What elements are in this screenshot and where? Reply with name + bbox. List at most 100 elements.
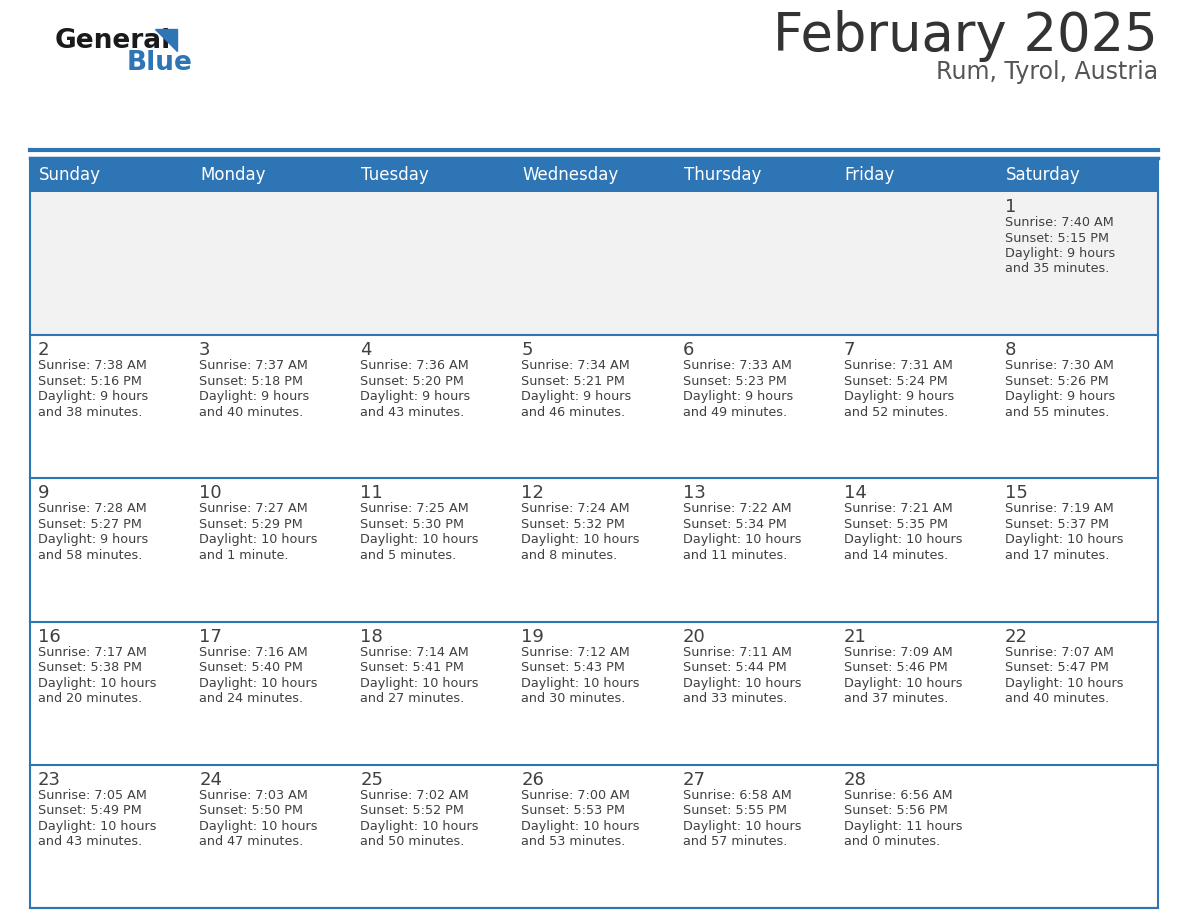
Text: Blue: Blue bbox=[127, 50, 192, 76]
Text: and 8 minutes.: and 8 minutes. bbox=[522, 549, 618, 562]
Text: Daylight: 10 hours: Daylight: 10 hours bbox=[200, 533, 317, 546]
Text: and 24 minutes.: and 24 minutes. bbox=[200, 692, 303, 705]
Text: and 17 minutes.: and 17 minutes. bbox=[1005, 549, 1110, 562]
Text: Sunset: 5:46 PM: Sunset: 5:46 PM bbox=[843, 661, 948, 674]
Text: and 57 minutes.: and 57 minutes. bbox=[683, 835, 786, 848]
Bar bbox=[835, 158, 997, 192]
Text: Sunrise: 7:38 AM: Sunrise: 7:38 AM bbox=[38, 359, 147, 372]
Text: Sunset: 5:55 PM: Sunset: 5:55 PM bbox=[683, 804, 786, 817]
Bar bbox=[675, 621, 835, 765]
Bar bbox=[30, 765, 191, 908]
Text: Sunset: 5:18 PM: Sunset: 5:18 PM bbox=[200, 375, 303, 387]
Text: Sunrise: 7:22 AM: Sunrise: 7:22 AM bbox=[683, 502, 791, 515]
Bar bbox=[353, 158, 513, 192]
Text: Sunset: 5:15 PM: Sunset: 5:15 PM bbox=[1005, 231, 1108, 244]
Bar bbox=[353, 335, 513, 478]
Text: Sunset: 5:50 PM: Sunset: 5:50 PM bbox=[200, 804, 303, 817]
Text: and 35 minutes.: and 35 minutes. bbox=[1005, 263, 1110, 275]
Text: Sunrise: 7:03 AM: Sunrise: 7:03 AM bbox=[200, 789, 308, 801]
Text: Sunset: 5:26 PM: Sunset: 5:26 PM bbox=[1005, 375, 1108, 387]
Text: 15: 15 bbox=[1005, 485, 1028, 502]
Text: Sunset: 5:16 PM: Sunset: 5:16 PM bbox=[38, 375, 141, 387]
Text: Sunrise: 7:36 AM: Sunrise: 7:36 AM bbox=[360, 359, 469, 372]
Text: Sunset: 5:29 PM: Sunset: 5:29 PM bbox=[200, 518, 303, 531]
Bar bbox=[997, 158, 1158, 192]
Text: and 33 minutes.: and 33 minutes. bbox=[683, 692, 786, 705]
Text: and 46 minutes.: and 46 minutes. bbox=[522, 406, 626, 419]
Text: Sunrise: 7:17 AM: Sunrise: 7:17 AM bbox=[38, 645, 147, 658]
Text: Daylight: 10 hours: Daylight: 10 hours bbox=[522, 820, 640, 833]
Text: Sunset: 5:52 PM: Sunset: 5:52 PM bbox=[360, 804, 465, 817]
Bar bbox=[191, 765, 353, 908]
Text: Daylight: 9 hours: Daylight: 9 hours bbox=[843, 390, 954, 403]
Text: and 11 minutes.: and 11 minutes. bbox=[683, 549, 786, 562]
Bar bbox=[997, 765, 1158, 908]
Text: Sunset: 5:20 PM: Sunset: 5:20 PM bbox=[360, 375, 465, 387]
Text: Sunrise: 7:00 AM: Sunrise: 7:00 AM bbox=[522, 789, 631, 801]
Bar bbox=[675, 192, 835, 335]
Bar bbox=[353, 765, 513, 908]
Text: Sunset: 5:40 PM: Sunset: 5:40 PM bbox=[200, 661, 303, 674]
Text: Sunrise: 6:58 AM: Sunrise: 6:58 AM bbox=[683, 789, 791, 801]
Text: 3: 3 bbox=[200, 341, 210, 359]
Text: 4: 4 bbox=[360, 341, 372, 359]
Bar bbox=[835, 621, 997, 765]
Text: 16: 16 bbox=[38, 628, 61, 645]
Text: Sunday: Sunday bbox=[39, 166, 101, 184]
Text: 17: 17 bbox=[200, 628, 222, 645]
Bar bbox=[30, 192, 191, 335]
Text: Sunset: 5:56 PM: Sunset: 5:56 PM bbox=[843, 804, 948, 817]
Text: and 53 minutes.: and 53 minutes. bbox=[522, 835, 626, 848]
Text: Sunrise: 7:24 AM: Sunrise: 7:24 AM bbox=[522, 502, 630, 515]
Text: and 38 minutes.: and 38 minutes. bbox=[38, 406, 143, 419]
Text: Sunrise: 7:16 AM: Sunrise: 7:16 AM bbox=[200, 645, 308, 658]
Text: Sunrise: 7:19 AM: Sunrise: 7:19 AM bbox=[1005, 502, 1113, 515]
Text: Sunset: 5:37 PM: Sunset: 5:37 PM bbox=[1005, 518, 1108, 531]
Bar bbox=[30, 478, 191, 621]
Bar bbox=[513, 621, 675, 765]
Text: and 20 minutes.: and 20 minutes. bbox=[38, 692, 143, 705]
Text: Daylight: 10 hours: Daylight: 10 hours bbox=[683, 820, 801, 833]
Text: Sunrise: 7:07 AM: Sunrise: 7:07 AM bbox=[1005, 645, 1113, 658]
Text: 23: 23 bbox=[38, 771, 61, 789]
Text: Daylight: 11 hours: Daylight: 11 hours bbox=[843, 820, 962, 833]
Text: Daylight: 10 hours: Daylight: 10 hours bbox=[200, 677, 317, 689]
Text: Sunset: 5:21 PM: Sunset: 5:21 PM bbox=[522, 375, 625, 387]
Bar bbox=[30, 158, 1158, 908]
Text: 12: 12 bbox=[522, 485, 544, 502]
Text: and 40 minutes.: and 40 minutes. bbox=[1005, 692, 1110, 705]
Text: Sunrise: 7:40 AM: Sunrise: 7:40 AM bbox=[1005, 216, 1113, 229]
Polygon shape bbox=[154, 29, 177, 51]
Bar bbox=[675, 335, 835, 478]
Text: Daylight: 10 hours: Daylight: 10 hours bbox=[360, 820, 479, 833]
Bar bbox=[835, 192, 997, 335]
Text: Daylight: 9 hours: Daylight: 9 hours bbox=[522, 390, 632, 403]
Bar bbox=[675, 158, 835, 192]
Text: and 43 minutes.: and 43 minutes. bbox=[38, 835, 143, 848]
Text: and 50 minutes.: and 50 minutes. bbox=[360, 835, 465, 848]
Text: Daylight: 10 hours: Daylight: 10 hours bbox=[522, 533, 640, 546]
Text: Sunset: 5:43 PM: Sunset: 5:43 PM bbox=[522, 661, 625, 674]
Text: 10: 10 bbox=[200, 485, 222, 502]
Bar bbox=[353, 621, 513, 765]
Bar bbox=[675, 478, 835, 621]
Bar bbox=[191, 621, 353, 765]
Text: Daylight: 10 hours: Daylight: 10 hours bbox=[843, 677, 962, 689]
Text: 26: 26 bbox=[522, 771, 544, 789]
Bar bbox=[675, 765, 835, 908]
Text: and 47 minutes.: and 47 minutes. bbox=[200, 835, 303, 848]
Text: 1: 1 bbox=[1005, 198, 1016, 216]
Text: Sunset: 5:44 PM: Sunset: 5:44 PM bbox=[683, 661, 786, 674]
Bar bbox=[353, 478, 513, 621]
Text: and 52 minutes.: and 52 minutes. bbox=[843, 406, 948, 419]
Text: and 58 minutes.: and 58 minutes. bbox=[38, 549, 143, 562]
Text: and 0 minutes.: and 0 minutes. bbox=[843, 835, 940, 848]
Text: Sunrise: 7:33 AM: Sunrise: 7:33 AM bbox=[683, 359, 791, 372]
Text: Daylight: 9 hours: Daylight: 9 hours bbox=[683, 390, 792, 403]
Text: 11: 11 bbox=[360, 485, 383, 502]
Text: 25: 25 bbox=[360, 771, 384, 789]
Bar bbox=[997, 478, 1158, 621]
Text: 6: 6 bbox=[683, 341, 694, 359]
Text: 19: 19 bbox=[522, 628, 544, 645]
Text: Daylight: 10 hours: Daylight: 10 hours bbox=[1005, 533, 1124, 546]
